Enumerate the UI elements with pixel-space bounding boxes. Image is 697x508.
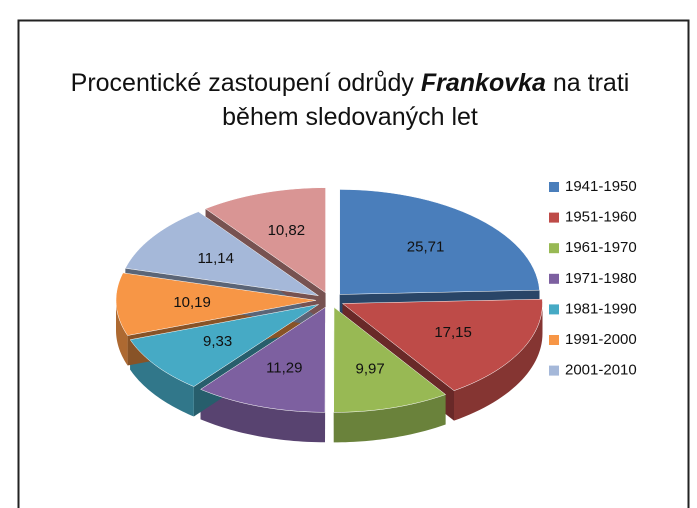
legend-swatch	[549, 335, 559, 345]
title-emphasis: Frankovka	[420, 69, 546, 97]
data-label: 10,82	[268, 222, 306, 239]
title-part: na trati	[552, 69, 630, 97]
title-part: Procentické zastoupení odrůdy	[70, 69, 414, 97]
title-part: během sledovaných let	[222, 103, 478, 131]
legend-swatch	[549, 212, 559, 223]
slice	[339, 189, 540, 295]
legend-swatch	[549, 304, 559, 315]
data-label: 11,14	[198, 250, 234, 267]
data-label: 25,71	[407, 238, 445, 255]
data-label: 9,97	[355, 361, 384, 378]
legend-label: 1951-1960	[565, 209, 637, 226]
legend-swatch	[549, 182, 559, 192]
chart-title: Procentické zastoupení odrůdy Frankovka …	[20, 66, 680, 134]
data-label: 11,29	[266, 360, 302, 377]
legend-label: 1991-2000	[565, 331, 637, 348]
legend-label: 2001-2010	[565, 362, 637, 379]
data-label: 17,15	[434, 324, 472, 341]
data-label: 10,19	[173, 294, 211, 311]
slice	[204, 187, 326, 294]
legend-label: 1941-1950	[565, 178, 637, 195]
slice	[333, 306, 447, 413]
slice-wall	[116, 300, 128, 366]
data-label: 9,33	[203, 333, 232, 350]
slice-wall	[333, 394, 446, 443]
legend-label: 1981-1990	[565, 300, 637, 317]
legend-label: 1971-1980	[565, 270, 637, 287]
legend-swatch	[549, 365, 559, 376]
slice	[115, 272, 317, 336]
slice-wall	[200, 389, 326, 443]
legend-label: 1961-1970	[565, 239, 637, 256]
legend-swatch	[549, 273, 559, 284]
slice	[129, 304, 319, 387]
frame	[17, 19, 690, 508]
slice	[200, 306, 326, 413]
slice-wall	[453, 303, 543, 421]
legend-swatch	[549, 243, 559, 254]
slice	[341, 298, 543, 391]
slice	[124, 211, 319, 296]
